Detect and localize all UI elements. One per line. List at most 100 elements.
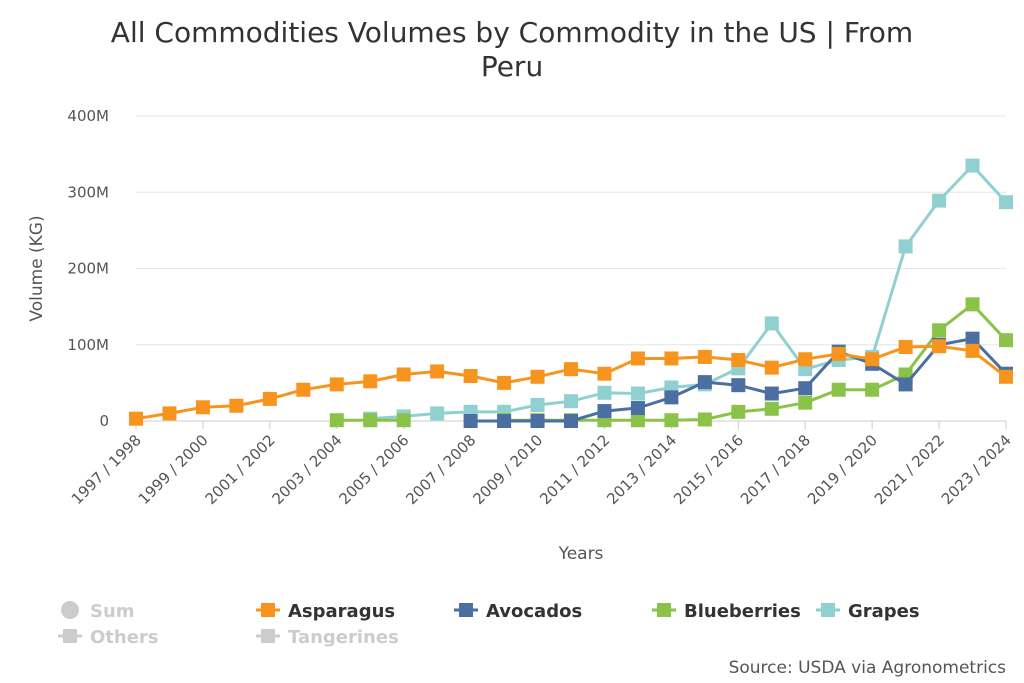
data-point[interactable] — [697, 412, 712, 427]
series-avocados — [463, 331, 1013, 428]
data-point[interactable] — [697, 375, 712, 390]
legend-item-asparagus[interactable]: Asparagus — [256, 601, 395, 622]
data-point[interactable] — [162, 406, 177, 421]
data-point[interactable] — [430, 406, 445, 421]
data-point[interactable] — [329, 377, 344, 392]
data-point[interactable] — [363, 374, 378, 389]
data-point[interactable] — [764, 360, 779, 375]
data-point[interactable] — [798, 352, 813, 367]
data-point[interactable] — [798, 395, 813, 410]
data-point[interactable] — [932, 193, 947, 208]
legend-item-grapes[interactable]: Grapes — [816, 601, 920, 622]
data-point[interactable] — [664, 413, 679, 428]
data-point[interactable] — [764, 401, 779, 416]
data-point[interactable] — [597, 404, 612, 419]
x-tick-label: 2021 / 2022 — [871, 431, 948, 508]
x-tick-label: 1997 / 1998 — [68, 431, 145, 508]
x-tick-label: 2009 / 2010 — [469, 431, 546, 508]
data-point[interactable] — [195, 400, 210, 415]
data-point[interactable] — [764, 386, 779, 401]
legend-label: Avocados — [486, 601, 582, 622]
data-point[interactable] — [965, 343, 980, 358]
data-point[interactable] — [831, 346, 846, 361]
data-point[interactable] — [630, 413, 645, 428]
legend-label: Blueberries — [684, 601, 801, 622]
x-tick-label: 2015 / 2016 — [670, 431, 747, 508]
legend-item-others[interactable]: Others — [58, 627, 159, 648]
legend-label: Tangerines — [288, 627, 399, 648]
data-point[interactable] — [999, 369, 1013, 384]
legend: Sum Asparagus Avocados Blueberries Grapes Oth… — [58, 601, 920, 648]
data-point[interactable] — [497, 375, 512, 390]
legend-label: Asparagus — [288, 601, 395, 622]
data-point[interactable] — [664, 351, 679, 366]
series-asparagus — [129, 339, 1013, 426]
data-point[interactable] — [697, 349, 712, 364]
data-point[interactable] — [865, 352, 880, 367]
data-point[interactable] — [999, 333, 1013, 348]
legend-item-blueberries[interactable]: Blueberries — [652, 601, 801, 622]
data-point[interactable] — [564, 362, 578, 377]
chart-title-line: All Commodities Volumes by Commodity in … — [111, 16, 913, 49]
data-point[interactable] — [262, 391, 277, 406]
data-point[interactable] — [597, 385, 612, 400]
data-point[interactable] — [463, 369, 478, 384]
chart-title-line: Peru — [481, 50, 543, 83]
data-point[interactable] — [296, 382, 311, 397]
data-point[interactable] — [630, 401, 645, 416]
data-point[interactable] — [731, 404, 746, 419]
y-tick-label: 200M — [67, 260, 109, 278]
data-point[interactable] — [731, 378, 746, 393]
data-point[interactable] — [664, 390, 679, 405]
data-point[interactable] — [831, 382, 846, 397]
data-point[interactable] — [764, 316, 779, 331]
y-tick-label: 400M — [67, 107, 109, 125]
data-point[interactable] — [463, 414, 478, 428]
data-point[interactable] — [630, 386, 645, 401]
data-point[interactable] — [129, 411, 143, 426]
data-point[interactable] — [564, 394, 578, 409]
data-point[interactable] — [396, 367, 411, 382]
data-point[interactable] — [396, 413, 411, 428]
data-point[interactable] — [229, 398, 244, 413]
y-axis-ticks: 0 100M 200M 300M 400M — [67, 107, 109, 430]
legend-item-avocados[interactable]: Avocados — [454, 601, 582, 622]
series-lines — [129, 158, 1013, 428]
chart-title: All Commodities Volumes by Commodity in … — [111, 16, 913, 83]
data-point[interactable] — [965, 158, 980, 173]
data-point[interactable] — [932, 323, 947, 338]
data-point[interactable] — [630, 351, 645, 366]
x-tick-label: 2005 / 2006 — [335, 431, 412, 508]
data-point[interactable] — [932, 339, 947, 354]
data-point[interactable] — [965, 297, 980, 312]
data-point[interactable] — [999, 195, 1013, 210]
x-tick-label: 2011 / 2012 — [536, 431, 613, 508]
x-tick-label: 2013 / 2014 — [603, 431, 680, 508]
legend-marker — [821, 603, 835, 617]
data-point[interactable] — [564, 414, 578, 428]
legend-marker — [657, 603, 671, 617]
data-point[interactable] — [363, 413, 378, 428]
data-point[interactable] — [530, 369, 545, 384]
data-point[interactable] — [597, 366, 612, 381]
data-point[interactable] — [898, 239, 913, 254]
legend-item-sum[interactable]: Sum — [61, 601, 135, 622]
data-point[interactable] — [530, 414, 545, 428]
data-point[interactable] — [898, 340, 913, 355]
data-point[interactable] — [965, 331, 980, 346]
legend-label: Grapes — [848, 601, 920, 622]
legend-label: Others — [90, 627, 159, 648]
data-point[interactable] — [898, 377, 913, 392]
legend-marker — [61, 601, 79, 619]
x-tick-label: 2003 / 2004 — [269, 431, 346, 508]
data-point[interactable] — [530, 397, 545, 412]
data-point[interactable] — [497, 414, 512, 428]
data-point[interactable] — [798, 381, 813, 396]
data-point[interactable] — [329, 413, 344, 428]
data-point[interactable] — [430, 364, 445, 379]
data-point[interactable] — [731, 353, 746, 367]
legend-marker — [63, 629, 77, 643]
legend-marker — [261, 603, 275, 617]
legend-item-tangerines[interactable]: Tangerines — [256, 627, 399, 648]
data-point[interactable] — [865, 382, 880, 397]
